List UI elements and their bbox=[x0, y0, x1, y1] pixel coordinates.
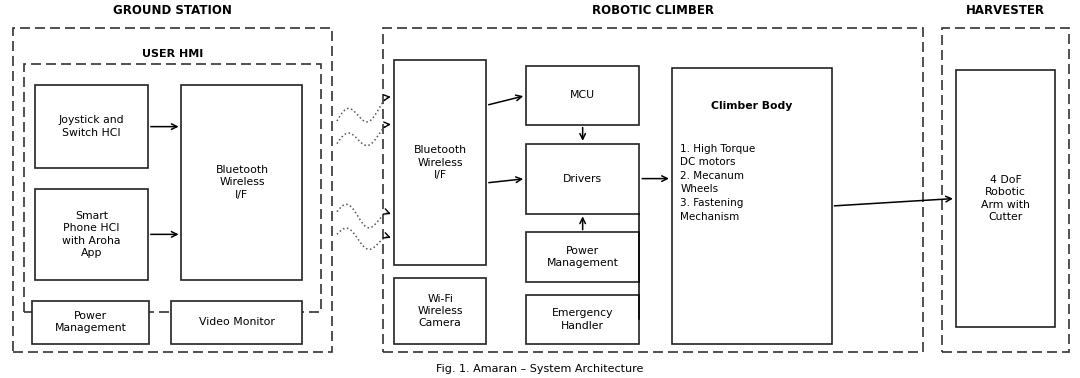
Text: Power
Management: Power Management bbox=[55, 311, 126, 333]
Bar bbox=[383, 28, 923, 352]
Text: Wi-Fi
Wireless
Camera: Wi-Fi Wireless Camera bbox=[417, 293, 463, 328]
Text: Fig. 1. Amaran – System Architecture: Fig. 1. Amaran – System Architecture bbox=[436, 364, 644, 374]
Bar bbox=[35, 85, 148, 168]
Bar bbox=[394, 60, 486, 265]
Bar bbox=[526, 232, 639, 282]
Text: Emergency
Handler: Emergency Handler bbox=[552, 308, 613, 331]
Bar bbox=[672, 68, 832, 344]
Text: 1. High Torque
DC motors
2. Mecanum
Wheels
3. Fastening
Mechanism: 1. High Torque DC motors 2. Mecanum Whee… bbox=[680, 144, 756, 222]
Bar bbox=[13, 28, 332, 352]
Text: Video Monitor: Video Monitor bbox=[199, 317, 274, 327]
Text: ROBOTIC
HARVESTER: ROBOTIC HARVESTER bbox=[966, 0, 1045, 17]
Bar bbox=[35, 189, 148, 280]
Text: Bluetooth
Wireless
I/F: Bluetooth Wireless I/F bbox=[414, 145, 467, 180]
Bar bbox=[32, 301, 149, 344]
Text: GROUND STATION: GROUND STATION bbox=[112, 4, 232, 17]
Text: 4 DoF
Robotic
Arm with
Cutter: 4 DoF Robotic Arm with Cutter bbox=[981, 175, 1030, 222]
Bar bbox=[526, 295, 639, 344]
Bar bbox=[181, 85, 302, 280]
Text: Joystick and
Switch HCI: Joystick and Switch HCI bbox=[58, 115, 124, 138]
Text: ROBOTIC CLIMBER: ROBOTIC CLIMBER bbox=[593, 4, 714, 17]
Bar bbox=[942, 28, 1069, 352]
Bar bbox=[394, 278, 486, 344]
Text: Bluetooth
Wireless
I/F: Bluetooth Wireless I/F bbox=[215, 165, 269, 200]
Text: Smart
Phone HCI
with Aroha
App: Smart Phone HCI with Aroha App bbox=[62, 211, 121, 258]
Bar bbox=[956, 70, 1055, 327]
Bar bbox=[526, 144, 639, 214]
Bar bbox=[526, 66, 639, 125]
Bar bbox=[171, 301, 302, 344]
Text: Drivers: Drivers bbox=[563, 174, 603, 184]
Text: MCU: MCU bbox=[570, 90, 595, 101]
Text: USER HMI: USER HMI bbox=[141, 49, 203, 59]
Bar bbox=[24, 64, 321, 312]
Text: Power
Management: Power Management bbox=[546, 246, 619, 268]
Text: Climber Body: Climber Body bbox=[711, 101, 793, 111]
